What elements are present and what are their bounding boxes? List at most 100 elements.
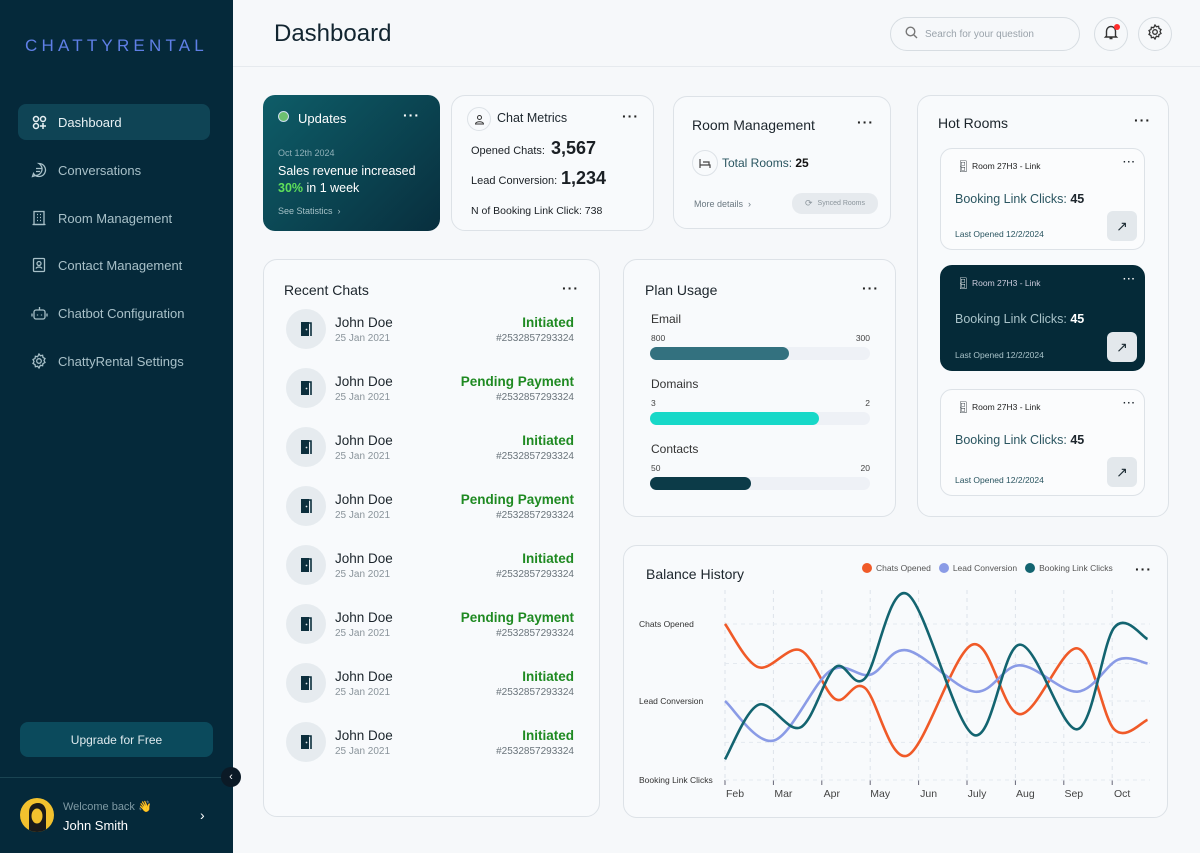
notification-button[interactable] <box>1094 17 1128 51</box>
hot-room-card[interactable]: 🚪︎ Room 27H3 - Link ··· Booking Link Cli… <box>940 265 1145 371</box>
chat-id: #2532857293324 <box>496 627 574 639</box>
list-item[interactable]: John Doe 25 Jan 2021 Pending Payment #2532… <box>286 603 574 645</box>
upgrade-button[interactable]: Upgrade for Free <box>20 722 213 757</box>
hot-rooms-title: Hot Rooms <box>938 115 1009 131</box>
more-icon[interactable]: ··· <box>862 280 879 296</box>
y-tick-label: Chats Opened <box>639 619 694 629</box>
x-tick-label: Mar <box>774 788 793 800</box>
list-item[interactable]: John Doe 25 Jan 2021 Pending Payment #2532… <box>286 367 574 409</box>
usage-right: 300 <box>855 333 870 343</box>
nav-label: Contact Management <box>58 257 183 273</box>
more-details-link[interactable]: More details › <box>694 199 752 209</box>
list-item[interactable]: John Doe 25 Jan 2021 Initiated #2532857293… <box>286 721 574 763</box>
sidebar-item-room-management[interactable]: Room Management <box>18 200 210 236</box>
sync-icon: ⟳ <box>804 198 813 208</box>
usage-progress-bar <box>650 412 870 425</box>
list-item[interactable]: John Doe 25 Jan 2021 Initiated #2532857293… <box>286 544 574 586</box>
booking-clicks: Booking Link Clicks: 45 <box>955 312 1084 326</box>
clicks-value: 45 <box>1070 433 1085 447</box>
open-arrow-icon[interactable]: ↗ <box>1107 457 1137 487</box>
chat-date: 25 Jan 2021 <box>335 627 391 639</box>
more-icon[interactable]: ··· <box>1123 274 1136 285</box>
link-label: See Statistics <box>278 206 333 216</box>
see-statistics-link[interactable]: See Statistics › <box>278 206 341 216</box>
door-icon <box>286 663 326 703</box>
collapse-sidebar-button[interactable]: ‹ <box>221 767 241 787</box>
chat-id: #2532857293324 <box>496 686 574 698</box>
chat-status: Initiated #2532857293324 <box>496 669 574 698</box>
list-item[interactable]: John Doe 25 Jan 2021 Initiated #2532857293… <box>286 308 574 350</box>
usage-left: 800 <box>651 333 666 343</box>
usage-left: 50 <box>651 463 661 473</box>
search-input[interactable] <box>925 28 1065 40</box>
opened-chats-label: Opened Chats: <box>471 145 545 157</box>
open-arrow-icon[interactable]: ↗ <box>1107 332 1137 362</box>
chat-id: #2532857293324 <box>496 391 574 403</box>
more-icon[interactable]: ··· <box>857 114 874 130</box>
more-icon[interactable]: ··· <box>622 108 639 124</box>
opened-chats-value: 3,567 <box>551 138 597 158</box>
divider <box>0 777 233 778</box>
chat-date: 25 Jan 2021 <box>335 509 391 521</box>
more-icon[interactable]: ··· <box>1123 157 1136 168</box>
hot-room-card[interactable]: 🚪︎ Room 27H3 - Link ··· Booking Link Cli… <box>940 148 1145 250</box>
updates-card: Updates ··· Oct 12th 2024 Sales revenue … <box>263 95 440 231</box>
user-name: John Smith <box>63 818 129 833</box>
legend-swatch <box>1025 563 1036 573</box>
legend-swatch <box>862 563 872 573</box>
more-icon[interactable]: ··· <box>562 280 579 296</box>
list-item[interactable]: John Doe 25 Jan 2021 Pending Payment #2532… <box>286 485 574 527</box>
nav-label: ChattyRental Settings <box>58 353 184 369</box>
more-icon[interactable]: ··· <box>1123 398 1136 409</box>
status-badge: Initiated <box>522 668 574 684</box>
status-badge: Pending Payment <box>460 491 574 507</box>
sidebar-item-dashboard[interactable]: Dashboard <box>18 104 210 140</box>
user-icon <box>467 107 491 131</box>
chat-status: Initiated #2532857293324 <box>496 315 574 344</box>
sidebar-item-settings[interactable]: ChattyRental Settings <box>18 343 210 379</box>
chat-metrics-card: Chat Metrics ··· Opened Chats: 3,567 Lea… <box>451 95 654 231</box>
clicks-label: Booking Link Clicks: <box>955 433 1067 447</box>
chat-name: John Doe <box>335 314 393 330</box>
status-badge: Pending Payment <box>460 373 574 389</box>
sidebar-item-contact-management[interactable]: Contact Management <box>18 247 210 283</box>
status-badge: Initiated <box>522 314 574 330</box>
chat-status: Pending Payment #2532857293324 <box>461 374 574 403</box>
booking-clicks: Booking Link Clicks: 45 <box>955 433 1084 447</box>
more-icon[interactable]: ··· <box>1135 561 1152 577</box>
booking-clicks-text: N of Booking Link Click: 738 <box>471 205 603 217</box>
chat-info: John Doe 25 Jan 2021 <box>335 315 496 344</box>
x-tick-label: Apr <box>824 788 841 800</box>
usage-label: Email <box>651 312 682 326</box>
lead-conversion-label: Lead Conversion: <box>471 175 558 187</box>
chat-status: Pending Payment #2532857293324 <box>461 610 574 639</box>
usage-label: Domains <box>651 377 699 391</box>
settings-button[interactable] <box>1138 17 1172 51</box>
legend-item: Booking Link Clicks <box>1025 563 1113 573</box>
door-icon <box>286 309 326 349</box>
open-arrow-icon[interactable]: ↗ <box>1107 211 1137 241</box>
search-icon <box>905 26 918 42</box>
total-rooms-label: Total Rooms: <box>722 156 793 170</box>
door-icon <box>286 722 326 762</box>
door-icon: 🚪︎ <box>956 161 970 173</box>
chat-date: 25 Jan 2021 <box>335 391 391 403</box>
synced-rooms-button[interactable]: ⟳ Synced Rooms <box>792 193 878 214</box>
booking-clicks: Booking Link Clicks: 45 <box>955 192 1084 206</box>
last-opened: Last Opened 12/2/2024 <box>955 229 1044 239</box>
hot-room-card[interactable]: 🚪︎ Room 27H3 - Link ··· Booking Link Cli… <box>940 389 1145 496</box>
more-icon[interactable]: ··· <box>403 107 420 123</box>
chat-name: John Doe <box>335 491 393 507</box>
more-icon[interactable]: ··· <box>1134 112 1151 128</box>
chat-status: Initiated #2532857293324 <box>496 433 574 462</box>
avatar[interactable] <box>20 798 54 832</box>
sidebar-item-chatbot-configuration[interactable]: Chatbot Configuration <box>18 295 210 331</box>
synced-label: Synced Rooms <box>817 200 865 207</box>
chevron-right-icon[interactable]: › <box>200 807 205 823</box>
list-item[interactable]: John Doe 25 Jan 2021 Initiated #2532857293… <box>286 662 574 704</box>
usage-fill <box>650 477 752 490</box>
list-item[interactable]: John Doe 25 Jan 2021 Initiated #2532857293… <box>286 426 574 468</box>
sidebar-item-conversations[interactable]: Conversations <box>18 152 210 188</box>
search-box[interactable] <box>890 17 1080 51</box>
plan-usage-card: Plan Usage ··· <box>623 259 896 517</box>
